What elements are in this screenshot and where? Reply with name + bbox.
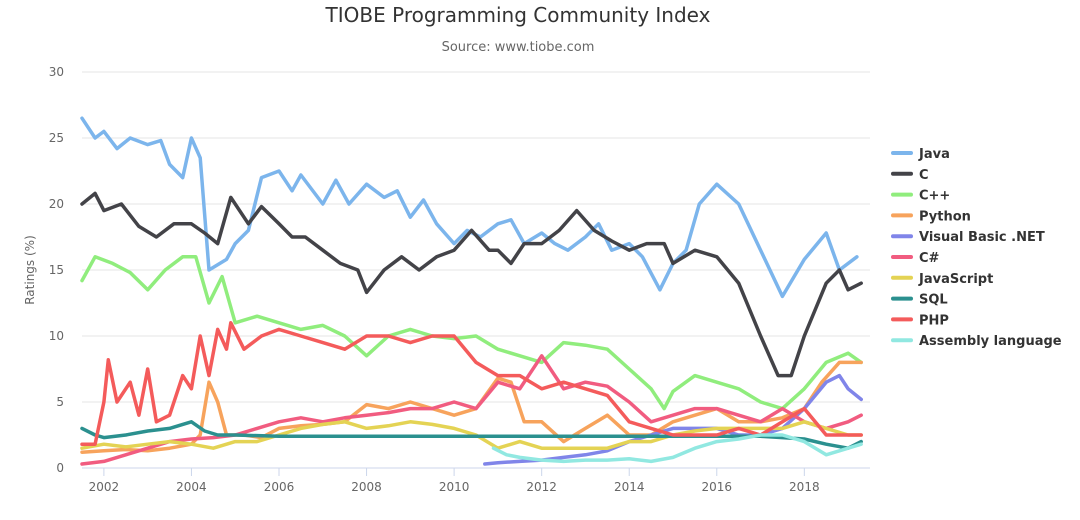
legend-item[interactable]: Assembly language [919, 334, 1062, 349]
x-tick-label: 2012 [526, 480, 557, 494]
legend-item[interactable]: PHP [919, 313, 949, 328]
series-line-5 [80, 354, 863, 466]
legend: Java C C++ Python Visual Basic .NET C# JavaScr… [891, 147, 1062, 349]
y-tick-label: 15 [49, 263, 64, 277]
series-line-1 [80, 191, 863, 378]
y-tick-label: 0 [56, 461, 64, 475]
x-tick-label: 2002 [89, 480, 120, 494]
legend-item[interactable]: C [919, 168, 929, 183]
legend-item[interactable]: Visual Basic .NET [919, 230, 1045, 245]
x-tick-label: 2010 [439, 480, 470, 494]
y-axis-title: Ratings (%) [23, 235, 37, 305]
x-tick-label: 2008 [351, 480, 382, 494]
legend-item[interactable]: C++ [919, 189, 950, 204]
legend-item[interactable]: Python [919, 209, 971, 224]
y-tick-label: 10 [49, 329, 64, 343]
series-line-8 [80, 321, 863, 446]
x-axis-ticks: 2002 2004 2006 2008 2010 2012 2014 2016 2018 [89, 468, 820, 494]
y-tick-label: 30 [49, 65, 64, 79]
chart-title: TIOBE Programming Community Index [325, 3, 711, 27]
x-tick-label: 2006 [264, 480, 295, 494]
x-tick-label: 2004 [176, 480, 207, 494]
x-tick-label: 2014 [614, 480, 645, 494]
legend-item[interactable]: Java [918, 147, 950, 162]
legend-item[interactable]: JavaScript [918, 272, 993, 287]
x-tick-label: 2016 [702, 480, 733, 494]
legend-item[interactable]: C# [919, 251, 940, 266]
x-tick-label: 2018 [789, 480, 820, 494]
series-line-9 [491, 433, 863, 464]
y-tick-label: 25 [49, 131, 64, 145]
plot-area [80, 116, 863, 466]
chart-subtitle: Source: www.tiobe.com [442, 40, 595, 55]
y-tick-label: 20 [49, 197, 64, 211]
y-axis-ticks: 0 5 10 15 20 25 30 [49, 65, 64, 475]
series-line-3 [80, 360, 863, 454]
series-line-0 [80, 116, 859, 299]
series-line-2 [80, 255, 863, 411]
legend-item[interactable]: SQL [919, 293, 948, 308]
y-tick-label: 5 [56, 395, 64, 409]
